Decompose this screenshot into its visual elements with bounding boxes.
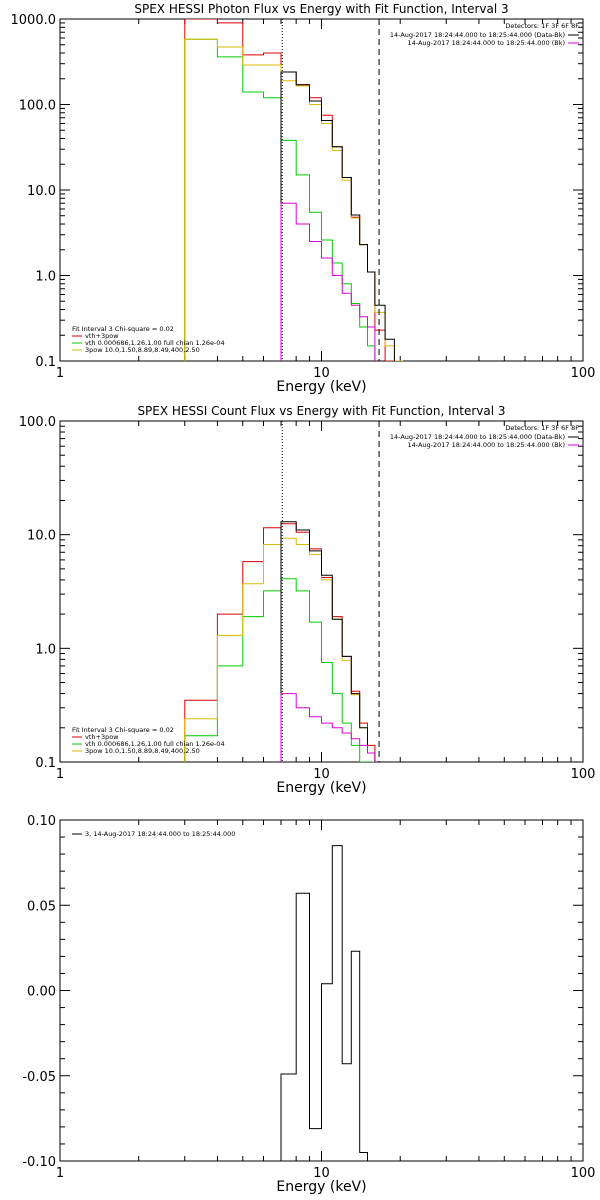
y-tick-label: 100.0 [19, 99, 56, 114]
x-tick-label: 10 [313, 1166, 330, 1181]
series-1-line [184, 523, 376, 762]
legend-right-label: 14-Aug-2017 18:24:44.000 to 18:25:44.000… [408, 441, 565, 449]
legend-fit-header: Fit Interval 3 Chi-square = 0.02 [72, 726, 174, 734]
x-tick-label: 1 [56, 1166, 64, 1181]
chart-panel-2: SPEX HESSI Count Flux vs Energy with Fit… [19, 404, 596, 796]
legend-detectors: Detectors: 1F 3F 6F 8F [505, 22, 579, 30]
legend-left-label: vth 0.000686,1.26,1.00 full chian 1.26e-… [85, 740, 225, 748]
series-4-line [280, 521, 376, 762]
plot-frame [59, 18, 584, 362]
y-tick-label: 0.1 [35, 355, 56, 370]
x-tick-label: 100 [571, 1166, 596, 1181]
series-3-line [184, 38, 403, 361]
y-tick-label: 0.00 [27, 985, 56, 1000]
legend-left-label: 3pow 10.0,1.50,8.89,8.49,400,2.50 [85, 346, 200, 354]
legend-left-label: 3pow 10.0,1.50,8.89,8.49,400,2.50 [85, 747, 200, 755]
y-tick-label: 1.0 [35, 270, 56, 285]
legend-left-label: vth+3pow [85, 332, 119, 340]
chart-panel-1: SPEX HESSI Photon Flux vs Energy with Fi… [11, 2, 596, 395]
x-axis-label: Energy (keV) [276, 379, 366, 395]
plot-area [184, 19, 403, 361]
series-5-line [280, 693, 376, 762]
plot-area [280, 845, 375, 1161]
chart-title: SPEX HESSI Count Flux vs Energy with Fit… [137, 404, 505, 418]
y-tick-label: 10.0 [27, 529, 56, 544]
legend-fit-header: Fit Interval 3 Chi-square = 0.02 [72, 325, 174, 333]
legend-right-label: 14-Aug-2017 18:24:44.000 to 18:25:44.000… [390, 31, 565, 39]
plot-area [184, 421, 380, 762]
y-tick-label: 100.0 [19, 415, 56, 430]
x-axis-label: Energy (keV) [276, 780, 366, 796]
x-tick-label: 1 [56, 366, 64, 381]
y-tick-label: 0.05 [27, 899, 56, 914]
y-tick-label: 1000.0 [11, 13, 57, 28]
y-tick-label: -0.05 [22, 1070, 56, 1085]
series-2-line [184, 38, 376, 361]
series-1-line [184, 19, 403, 361]
x-tick-label: 100 [571, 767, 596, 782]
x-tick-label: 10 [313, 366, 330, 381]
series-5-line [280, 202, 376, 361]
legend-left-label: vth 0.000686,1.26,1.00 full chian 1.26e-… [85, 339, 225, 347]
y-tick-label: 1.0 [35, 642, 56, 657]
x-tick-label: 10 [313, 767, 330, 782]
chart-panel-3: 1 10 100 0.10 0.05 0.00 -0.05 -0.10 Energy (keV)… [22, 814, 595, 1195]
y-tick-label: 0.10 [27, 814, 56, 829]
y-tick-label: 0.1 [35, 756, 56, 771]
y-tick-label: -0.10 [22, 1155, 56, 1170]
plot-frame [59, 420, 584, 763]
y-tick-label: 10.0 [27, 184, 56, 199]
legend-right-label: 14-Aug-2017 18:24:44.000 to 18:25:44.000… [408, 39, 565, 47]
x-axis-label: Energy (keV) [276, 1179, 366, 1195]
legend-detectors: Detectors: 1F 3F 6F 8F [505, 424, 579, 432]
series-4-line [280, 71, 395, 361]
x-tick-label: 1 [56, 767, 64, 782]
series-3-line [184, 537, 376, 762]
legend-right-label: 14-Aug-2017 18:24:44.000 to 18:25:44.000… [390, 433, 565, 441]
chart-title: SPEX HESSI Photon Flux vs Energy with Fi… [134, 2, 508, 16]
legend-left-label: vth+3pow [85, 733, 119, 741]
series-2-line [184, 578, 375, 762]
legend-left-label: 3, 14-Aug-2017 18:24:44.000 to 18:25:44.… [85, 830, 235, 838]
series-1-line [280, 845, 375, 1161]
x-tick-label: 100 [571, 366, 596, 381]
